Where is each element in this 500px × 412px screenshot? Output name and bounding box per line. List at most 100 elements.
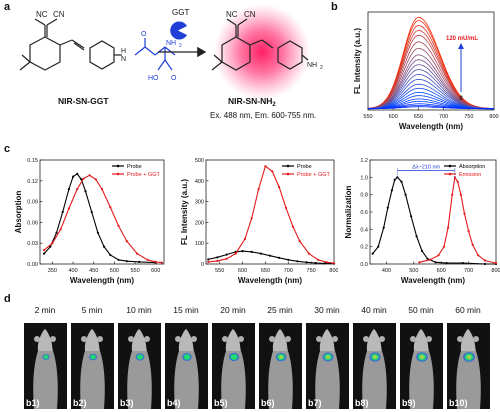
chart-c2-fluorescence: 550 600 650 700 750 800 0 100 200 300 400 500 Wavele…	[180, 158, 338, 285]
y-tick-label: 0.0	[360, 262, 368, 268]
product-name: NIR-SN-NH2	[228, 96, 276, 108]
tile-label: b3)	[120, 398, 134, 408]
data-point	[216, 259, 219, 262]
chart-b-fl-titration: 550 600 650 700 750 800 Wavelength (nm) FL Inte…	[353, 11, 499, 131]
data-point	[109, 253, 112, 257]
mouse-image-tile: b4)	[165, 323, 208, 409]
y-tick-label: 0.09	[27, 200, 38, 206]
data-point	[82, 177, 85, 180]
data-point	[225, 257, 228, 260]
data-point	[278, 185, 281, 189]
reactant-structure	[19, 18, 122, 71]
y-axis-label: FL Intensity (a.u.)	[180, 179, 189, 245]
series-line-1	[419, 175, 497, 264]
data-point	[67, 207, 70, 210]
legend-entry: Probe + GGT	[297, 172, 331, 178]
atom-label: O	[171, 75, 177, 82]
x-tick-label: 800	[489, 114, 498, 120]
data-point	[243, 237, 246, 241]
panel-label-d: d	[4, 293, 11, 305]
data-point	[442, 245, 446, 248]
mouse-silhouette	[315, 329, 340, 409]
plot-frame	[205, 159, 335, 265]
x-tick-label: 800	[329, 268, 338, 274]
series-line-1	[43, 174, 162, 264]
atom-label: HO	[148, 75, 159, 82]
data-point	[250, 217, 253, 220]
x-axis-label: Wavelength (nm)	[401, 276, 465, 285]
data-point	[138, 260, 141, 263]
data-point	[59, 228, 62, 231]
data-point	[216, 256, 219, 259]
legend-marker	[286, 164, 290, 168]
data-point	[94, 178, 97, 181]
mouse-silhouette	[33, 329, 58, 409]
data-point	[386, 206, 389, 209]
data-point	[271, 170, 274, 173]
data-point	[451, 193, 454, 196]
mouse-image-tile: b7)	[306, 323, 349, 409]
data-point	[51, 242, 54, 245]
data-point	[146, 258, 149, 261]
timepoint-label: 20 min	[220, 305, 246, 315]
chart-c1-absorption: 350 400 450 500 550 600 0.00 0.03 0.06 0.09 0.12 0.…	[14, 158, 165, 285]
y-tick-label: 0.03	[27, 241, 38, 247]
data-point	[55, 231, 58, 234]
y-axis-label: Absorption	[14, 191, 23, 234]
data-point	[160, 261, 163, 264]
x-tick-label: 600	[389, 114, 398, 120]
y-tick-label: 0.8	[360, 193, 368, 199]
data-point	[445, 262, 448, 265]
mouse-silhouette	[409, 329, 434, 409]
mouse-image-tile: b6)	[259, 323, 302, 409]
data-point	[471, 243, 474, 246]
tile-label: b8)	[355, 398, 369, 408]
mouse-silhouette	[80, 329, 105, 409]
data-point	[154, 260, 157, 263]
data-point	[316, 258, 320, 261]
enzyme-pacman-icon	[170, 21, 187, 40]
data-point	[84, 190, 87, 193]
atom-label: NH	[307, 62, 317, 69]
data-point	[117, 258, 120, 261]
atom-label: N	[121, 56, 126, 63]
data-point	[400, 180, 403, 183]
tile-label: b10)	[449, 398, 468, 408]
data-point	[305, 261, 308, 264]
x-tick-label: 600	[238, 268, 247, 274]
data-point	[284, 206, 288, 209]
data-point	[456, 180, 459, 183]
data-point	[459, 193, 462, 196]
data-point	[371, 252, 374, 255]
data-point	[447, 226, 450, 229]
x-tick-label: 500	[409, 268, 418, 274]
data-point	[420, 249, 424, 253]
timepoint-label: 25 min	[267, 305, 293, 315]
y-tick-label: 0.4	[360, 227, 368, 233]
data-point	[278, 256, 281, 259]
timepoint-label: 2 min	[34, 305, 56, 315]
data-point	[326, 261, 329, 264]
y-tick-label: 500	[195, 158, 204, 164]
data-point	[90, 210, 93, 214]
mouse-image-tile: b3)	[118, 323, 161, 409]
data-point	[462, 262, 465, 265]
atom-label: CN	[53, 10, 65, 19]
reactant-name: NIR-SN-GGT	[58, 96, 109, 106]
data-point	[43, 252, 46, 255]
legend-marker	[448, 172, 452, 176]
legend-entry: Probe	[127, 164, 142, 170]
data-point	[72, 175, 75, 178]
y-tick-label: 0.00	[27, 262, 38, 268]
timepoint-label: 60 min	[455, 305, 481, 315]
mouse-image-tile: b10)	[447, 323, 490, 409]
x-tick-label: 500	[110, 268, 119, 274]
data-point	[467, 230, 470, 233]
concentration-arrow-head	[458, 43, 464, 49]
titration-curve	[368, 106, 494, 110]
x-tick-label: 400	[382, 268, 391, 274]
x-tick-label: 550	[363, 114, 372, 120]
atom-label: NC	[36, 10, 48, 19]
y-tick-label: 0.06	[27, 220, 38, 226]
atom-label: NC	[226, 10, 238, 19]
